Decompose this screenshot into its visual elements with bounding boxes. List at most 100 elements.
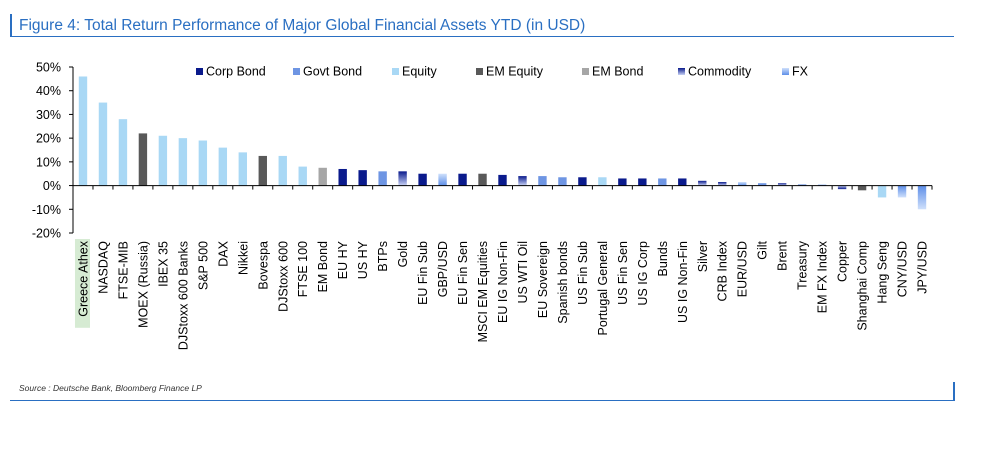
bar-corp-bond	[638, 178, 647, 186]
x-tick-label: US Fin Sub	[576, 241, 590, 305]
bar-commodity	[398, 171, 407, 186]
x-tick-label: Portugal General	[596, 241, 610, 336]
bar-govt-bond	[538, 176, 547, 186]
y-tick-label: -20%	[32, 227, 61, 241]
legend-label: Commodity	[688, 65, 752, 79]
bar-corp-bond	[338, 168, 347, 186]
bar-equity	[198, 140, 208, 186]
legend: Corp Bond Govt Bond Equity EM Equity EM Bond…	[196, 65, 809, 79]
x-tick-label: Brent	[776, 240, 790, 270]
bar-fx	[817, 184, 827, 186]
x-tick-label: CRB Index	[716, 240, 730, 301]
x-tick-label: US Fin Sen	[616, 241, 630, 305]
x-tick-label: DAX	[216, 240, 230, 266]
y-tick-label: 30%	[36, 108, 61, 122]
x-tick-label: EM FX Index	[816, 240, 830, 313]
x-tick-label: US IG Corp	[636, 241, 650, 306]
bar-em-equity	[478, 173, 487, 186]
x-tick-label: Gold	[396, 241, 410, 267]
bar-commodity	[518, 176, 527, 186]
bar-commodity	[837, 185, 847, 190]
title-accent-bar	[10, 14, 12, 36]
bar-equity	[218, 147, 228, 186]
bar-corp-bond	[358, 170, 367, 186]
x-tick-label: Bovespa	[256, 241, 270, 290]
bar-em-equity	[258, 155, 267, 186]
bar-equity	[298, 166, 307, 186]
x-tick-label: FTSE 100	[296, 241, 310, 297]
bar-fx	[897, 185, 907, 198]
x-tick-label: EU Sovereign	[536, 241, 550, 318]
bar-corp-bond	[418, 173, 427, 186]
x-tick-label: EU IG Non-Fin	[496, 241, 510, 323]
x-tick-label: GBP/USD	[436, 241, 450, 297]
legend-label: Govt Bond	[303, 65, 362, 79]
footer-accent-bar	[953, 382, 955, 401]
x-tick-label: EUR/USD	[736, 241, 750, 297]
y-axis: -20% -10% 0% 10% 20% 30% 40% 50%	[32, 61, 74, 241]
x-tick-label: US IG Non-Fin	[676, 241, 690, 323]
bar-equity	[238, 152, 247, 186]
legend-label: FX	[792, 65, 809, 79]
bar-em-equity	[857, 185, 867, 191]
bar-equity	[598, 177, 607, 186]
legend-swatch	[782, 68, 789, 75]
bar-corp-bond	[678, 178, 687, 186]
footer-rule	[10, 400, 954, 401]
bar-govt-bond	[378, 171, 387, 186]
legend-label: Corp Bond	[206, 65, 266, 79]
legend-label: EM Bond	[592, 65, 643, 79]
y-tick-label: 10%	[36, 155, 61, 169]
source-note: Source : Deutsche Bank, Bloomberg Financ…	[19, 383, 202, 393]
bar-govt-bond	[797, 184, 807, 186]
x-tick-label: MSCI EM Equities	[476, 241, 490, 342]
x-tick-label: Treasury	[796, 240, 810, 290]
bar-equity	[98, 102, 108, 186]
x-tick-label: Copper	[836, 241, 850, 282]
x-tick-label: US HY	[356, 240, 370, 279]
x-tick-label: Nikkei	[236, 241, 250, 275]
bar-chart: Corp Bond Govt Bond Equity EM Equity EM Bond…	[32, 61, 933, 350]
x-tick-label: MOEX (Russia)	[136, 241, 150, 328]
bar-fx	[917, 185, 927, 210]
x-tick-label: FTSE-MIB	[116, 241, 130, 299]
bar-commodity	[777, 183, 787, 186]
bar-equity	[78, 76, 88, 186]
bar-commodity	[698, 180, 707, 186]
x-tick-label: Silver	[696, 241, 710, 272]
x-tick-label: JPY/USD	[916, 241, 930, 294]
x-tick-label: EM Bond	[316, 241, 330, 292]
bar-equity	[118, 119, 128, 186]
bar-equity	[178, 138, 188, 186]
bar-equity	[877, 185, 887, 198]
x-tick-label: US WTI Oil	[516, 241, 530, 304]
x-tick-label: DJStoxx 600 Banks	[176, 241, 190, 350]
x-tick-label: EU HY	[336, 240, 350, 279]
y-tick-label: 20%	[36, 132, 61, 146]
bar-govt-bond	[558, 177, 567, 186]
legend-swatch	[678, 68, 685, 75]
legend-swatch	[392, 68, 399, 75]
bar-corp-bond	[578, 177, 587, 186]
x-tick-label: Shanghai Comp	[856, 241, 870, 331]
title-rule	[10, 36, 954, 37]
legend-swatch	[476, 68, 483, 75]
bar-corp-bond	[618, 178, 627, 186]
x-tick-label: Greece Athex	[76, 240, 90, 316]
x-tick-label: Gilt	[756, 240, 770, 259]
x-tick-label: EU Fin Sen	[456, 241, 470, 305]
x-tick-label: S&P 500	[196, 241, 210, 290]
highlight-box	[74, 239, 90, 328]
legend-swatch	[293, 68, 300, 75]
bars	[78, 76, 927, 210]
y-tick-label: 50%	[36, 61, 61, 75]
x-tick-label: Bunds	[656, 241, 670, 276]
bar-corp-bond	[458, 173, 467, 186]
bar-commodity	[718, 182, 727, 186]
bar-em-bond	[318, 167, 327, 186]
legend-label: EM Equity	[486, 65, 544, 79]
x-tick-label: Spanish bonds	[556, 241, 570, 324]
x-tick-label: NASDAQ	[96, 241, 110, 294]
x-tick-label: CNY/USD	[896, 241, 910, 297]
